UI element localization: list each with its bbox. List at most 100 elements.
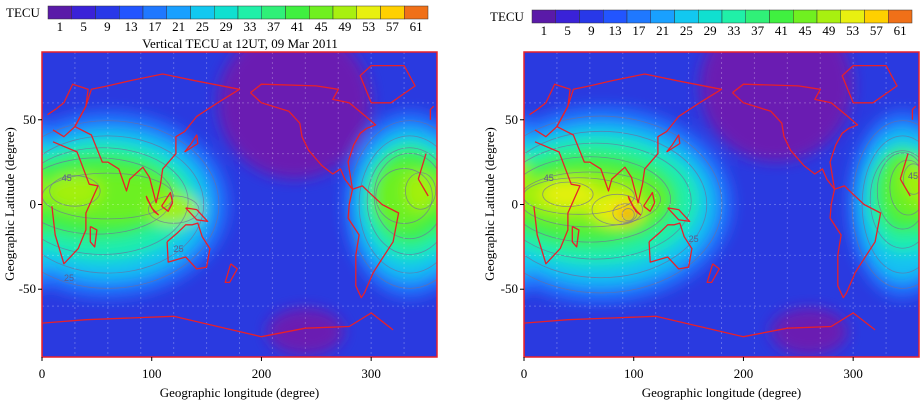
colorbar-tick-label: 13 bbox=[609, 23, 622, 38]
coastline-0-0 bbox=[417, 153, 427, 180]
tec-band-12 bbox=[404, 170, 437, 212]
colorbar-tick-label: 25 bbox=[680, 23, 693, 38]
x-tick-label: 300 bbox=[361, 366, 381, 381]
coastline-0-0 bbox=[899, 153, 909, 180]
contour-label: 25 bbox=[64, 273, 74, 283]
colorbar-tick-label: 29 bbox=[704, 23, 717, 38]
colorbar-tick-label: 49 bbox=[338, 19, 351, 34]
contour-line-9 bbox=[889, 159, 919, 216]
colorbar-swatch-14 bbox=[380, 5, 405, 20]
colorbar-swatch-5 bbox=[166, 5, 191, 20]
colorbar-tick-label: 17 bbox=[148, 19, 162, 34]
island-2-0 bbox=[185, 207, 209, 223]
island-5-2 bbox=[429, 105, 435, 120]
colorbar-tick-label: 41 bbox=[291, 19, 304, 34]
colorbar-swatch-6 bbox=[674, 9, 699, 24]
contour-line-9 bbox=[375, 168, 433, 224]
x-tick-label: 0 bbox=[39, 366, 46, 381]
contour-line-15 bbox=[903, 163, 919, 195]
island-1-0 bbox=[643, 191, 656, 212]
x-tick-label: 0 bbox=[521, 366, 528, 381]
colorbar-tick-label: 29 bbox=[220, 19, 233, 34]
contour-line-11 bbox=[148, 195, 200, 224]
colorbar-tick-label: 57 bbox=[870, 23, 884, 38]
contour-line-11 bbox=[591, 193, 643, 226]
contour-label: 25 bbox=[689, 234, 699, 244]
colorbar-swatch-8 bbox=[237, 5, 262, 20]
colorbar-tick-label: 49 bbox=[822, 23, 835, 38]
y-axis-label: Geographic Latitude (degree) bbox=[482, 127, 497, 281]
island-3-0 bbox=[184, 134, 199, 153]
coastline-6-0 bbox=[829, 185, 882, 299]
island-2-0 bbox=[667, 207, 691, 223]
coastline-1-3 bbox=[47, 83, 89, 138]
colorbar-swatch-3 bbox=[603, 9, 628, 24]
axes: 0 100 200 300 50 0 -50 bbox=[19, 112, 381, 381]
colorbar-tick-label: 53 bbox=[846, 23, 859, 38]
island-0-0 bbox=[145, 195, 159, 216]
contour-label: 45 bbox=[544, 173, 554, 183]
colorbar-tick-label: 61 bbox=[410, 19, 423, 34]
colorbar-tick-label: 33 bbox=[243, 19, 256, 34]
colorbar-swatch-1 bbox=[555, 9, 580, 24]
island-5-2 bbox=[911, 105, 917, 120]
tec-band-15 bbox=[902, 162, 919, 197]
colorbar-swatch-15 bbox=[404, 5, 429, 20]
colorbar-swatch-11 bbox=[793, 9, 818, 24]
low-tec-region-0 bbox=[217, 52, 372, 180]
tec-band-wrap-16 bbox=[524, 164, 530, 194]
x-axis-label: Geographic longitude (degree) bbox=[642, 385, 802, 400]
colorbar-swatch-12 bbox=[816, 9, 841, 24]
coastline-1-3 bbox=[529, 83, 571, 138]
contour-line-10 bbox=[49, 175, 101, 207]
colorbar-tick-label: 9 bbox=[588, 23, 595, 38]
colorbar: TECU 1 5 9 13 17 21 25 29 33 37 41 45 49 53 57 61 bbox=[6, 5, 429, 34]
colorbar-label: TECU bbox=[6, 5, 41, 20]
contour-lines bbox=[42, 120, 437, 289]
contour-line-5 bbox=[869, 150, 919, 249]
contour-line-0 bbox=[524, 115, 723, 294]
coastline-6-0 bbox=[347, 185, 400, 299]
colorbar-swatch-13 bbox=[356, 5, 381, 20]
contour-lines bbox=[524, 115, 919, 294]
coastline-5-0 bbox=[732, 83, 859, 190]
contour-line-8 bbox=[524, 171, 661, 228]
colorbar-swatch-15 bbox=[888, 9, 913, 24]
coastline-3-0 bbox=[166, 222, 211, 270]
y-tick-label: 50 bbox=[505, 112, 518, 127]
axes: 0 100 200 300 50 0 -50 bbox=[501, 112, 863, 381]
tec-map-panel-left: TECU 1 5 9 13 17 21 25 29 33 37 41 45 49 53 57 61 Vertica… bbox=[2, 5, 438, 400]
coastlines bbox=[42, 64, 435, 357]
y-axis-label: Geographic Latitude (degree) bbox=[2, 127, 17, 281]
coastline-4-0 bbox=[359, 64, 416, 104]
colorbar-swatch-10 bbox=[285, 5, 310, 20]
colorbar-swatch-10 bbox=[769, 9, 794, 24]
colorbar-swatch-1 bbox=[71, 5, 96, 20]
colorbar-tick-label: 5 bbox=[80, 19, 87, 34]
colorbar-tick-label: 21 bbox=[172, 19, 185, 34]
colorbar-tick-label: 45 bbox=[799, 23, 812, 38]
x-tick-label: 200 bbox=[252, 366, 272, 381]
y-tick-label: -50 bbox=[19, 281, 36, 296]
colorbar-swatch-9 bbox=[261, 5, 286, 20]
colorbar-tick-label: 13 bbox=[125, 19, 138, 34]
coastlines bbox=[524, 64, 917, 357]
tec-band-12 bbox=[540, 180, 596, 208]
colorbar-tick-label: 41 bbox=[775, 23, 788, 38]
island-6-0 bbox=[89, 225, 98, 248]
coastline-0-2 bbox=[899, 178, 911, 197]
tec-map-svg: TECU 1 5 9 13 17 21 25 29 33 37 41 45 49 53 57 61 Vertica… bbox=[2, 5, 438, 400]
colorbar: TECU 1 5 9 13 17 21 25 29 33 37 41 45 49 53 57 61 bbox=[490, 9, 913, 38]
x-tick-label: 100 bbox=[142, 366, 162, 381]
low-tec-region-1 bbox=[770, 307, 848, 356]
colorbar-tick-label: 53 bbox=[362, 19, 375, 34]
colorbar-swatch-0 bbox=[47, 5, 72, 20]
colorbar-swatch-7 bbox=[698, 9, 723, 24]
colorbar-tick-label: 5 bbox=[564, 23, 571, 38]
chart-title: Vertical TECU at 12UT, 09 Mar 2011 bbox=[142, 36, 338, 51]
colorbar-label: TECU bbox=[490, 9, 525, 24]
colorbar-tick-label: 33 bbox=[727, 23, 740, 38]
colorbar-swatch-6 bbox=[190, 5, 215, 20]
island-3-0 bbox=[666, 134, 681, 153]
colorbar-swatch-3 bbox=[119, 5, 144, 20]
